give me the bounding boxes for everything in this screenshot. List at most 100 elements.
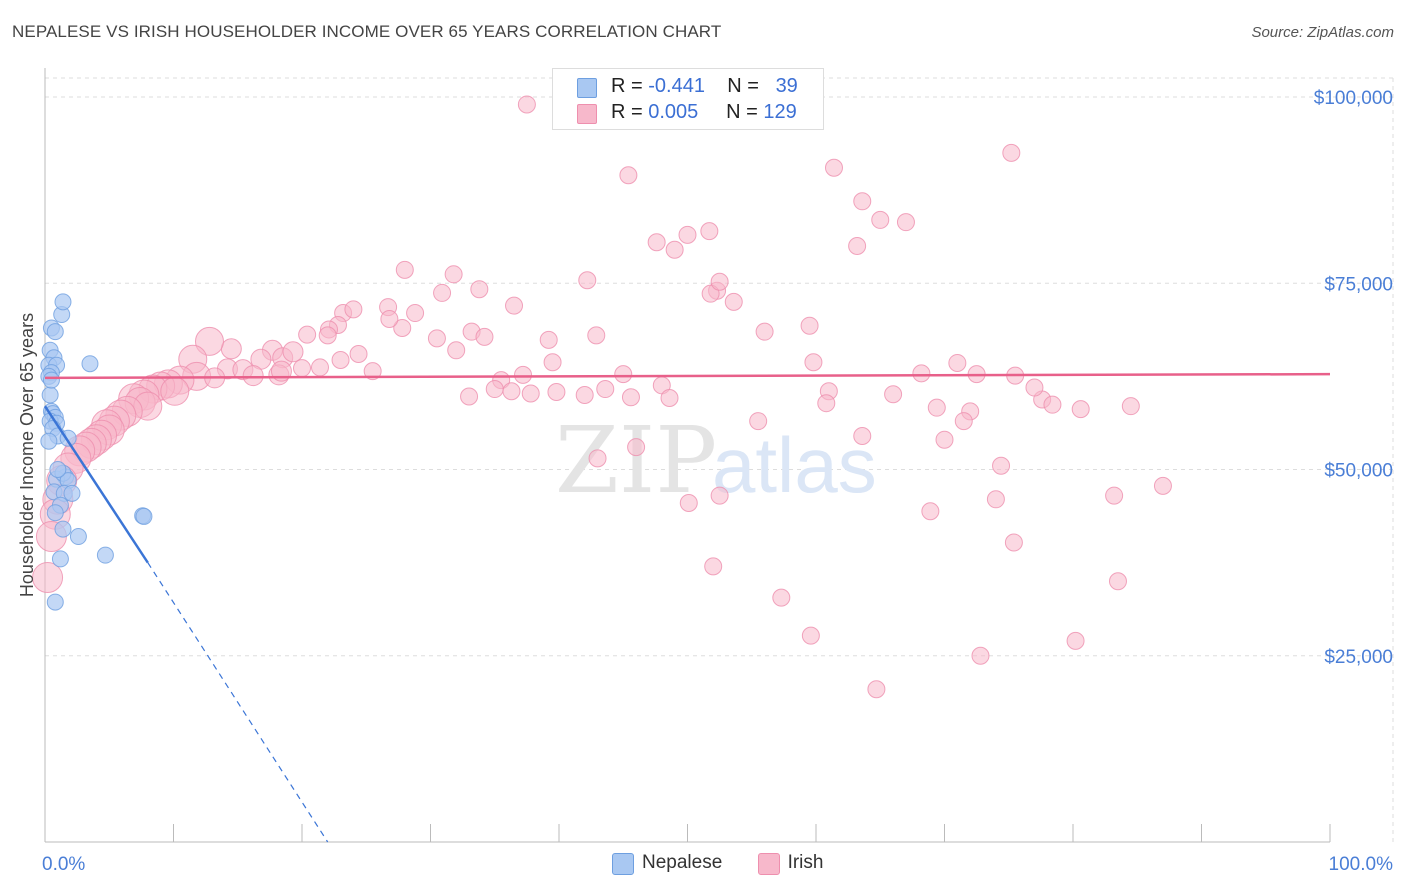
nepalese-r-label: R = bbox=[611, 75, 643, 97]
source-credit: Source: ZipAtlas.com bbox=[1251, 24, 1394, 41]
irish-point-38 bbox=[220, 338, 242, 360]
irish-point-100 bbox=[817, 394, 836, 413]
irish-point-31 bbox=[539, 330, 558, 349]
irish-point-111 bbox=[502, 382, 521, 401]
y-tick-label-1: $50,000 bbox=[1324, 461, 1393, 482]
irish-point-99 bbox=[621, 388, 640, 407]
irish-r-label: R = bbox=[611, 101, 643, 123]
irish-point-20 bbox=[578, 271, 597, 290]
axes bbox=[44, 68, 1331, 843]
irish-point-49 bbox=[310, 358, 329, 377]
irish-point-112 bbox=[800, 316, 819, 335]
irish-point-91 bbox=[485, 380, 504, 399]
irish-point-36 bbox=[318, 326, 337, 345]
irish-point-22 bbox=[724, 292, 743, 311]
irish-point-43 bbox=[349, 345, 368, 364]
nepalese-point-33 bbox=[69, 528, 87, 546]
irish-point-98 bbox=[521, 384, 540, 403]
irish-point-125 bbox=[710, 486, 729, 505]
irish-point-35 bbox=[447, 341, 466, 360]
irish-point-51 bbox=[242, 365, 264, 387]
legend-item-irish[interactable]: Irish bbox=[757, 852, 824, 875]
irish-point-10 bbox=[848, 237, 867, 255]
irish-trend-line bbox=[44, 372, 1331, 380]
irish-point-1 bbox=[1002, 143, 1021, 162]
irish-n-label: N = bbox=[726, 101, 758, 123]
irish-point-32 bbox=[298, 325, 317, 344]
chart-title: NEPALESE VS IRISH HOUSEHOLDER INCOME OVE… bbox=[12, 22, 722, 41]
irish-point-2 bbox=[619, 166, 638, 185]
irish-point-96 bbox=[660, 388, 679, 407]
irish-point-86 bbox=[948, 353, 967, 372]
nepalese-legend-label: Nepalese bbox=[642, 852, 723, 873]
irish-point-119 bbox=[627, 438, 646, 457]
irish-legend-swatch bbox=[757, 853, 780, 875]
nepalese-point-36 bbox=[46, 593, 64, 611]
irish-point-105 bbox=[1071, 400, 1090, 419]
nepalese-point-3 bbox=[54, 293, 72, 311]
watermark-atlas: atlas bbox=[712, 421, 877, 509]
irish-point-79 bbox=[32, 562, 64, 594]
irish-point-108 bbox=[755, 322, 774, 341]
irish-point-9 bbox=[647, 233, 666, 252]
irish-point-116 bbox=[954, 412, 973, 431]
stats-legend: R = -0.441 N = 39 R = 0.005 N = 129 bbox=[552, 68, 824, 130]
nepalese-n-label: N = bbox=[727, 75, 759, 97]
nepalese-legend-swatch bbox=[612, 853, 634, 875]
irish-point-83 bbox=[614, 365, 633, 384]
irish-point-126 bbox=[921, 502, 940, 521]
irish-point-113 bbox=[749, 412, 768, 431]
irish-point-15 bbox=[701, 284, 720, 303]
nepalese-points bbox=[40, 293, 153, 611]
irish-point-24 bbox=[344, 300, 363, 319]
irish-points bbox=[32, 95, 1172, 699]
irish-point-30 bbox=[475, 327, 494, 346]
nepalese-trend-line bbox=[43, 405, 149, 564]
irish-point-131 bbox=[971, 646, 990, 665]
irish-point-97 bbox=[460, 387, 479, 406]
y-tick-label-3: $100,000 bbox=[1314, 88, 1393, 109]
irish-point-7 bbox=[871, 210, 890, 229]
irish-point-17 bbox=[433, 283, 452, 302]
nepalese-point-11 bbox=[41, 386, 59, 404]
irish-point-3 bbox=[824, 158, 843, 177]
irish-point-93 bbox=[575, 386, 594, 404]
irish-r-value: 0.005 bbox=[648, 101, 699, 123]
irish-point-40 bbox=[282, 341, 304, 363]
nepalese-point-38 bbox=[42, 371, 60, 389]
irish-point-122 bbox=[986, 490, 1005, 509]
irish-point-13 bbox=[444, 265, 463, 284]
irish-point-19 bbox=[406, 304, 425, 323]
irish-point-84 bbox=[804, 353, 823, 372]
nepalese-trend-extension bbox=[147, 562, 329, 843]
irish-point-123 bbox=[704, 557, 723, 576]
nepalese-point-29 bbox=[46, 504, 64, 522]
irish-point-58 bbox=[160, 376, 190, 406]
nepalese-point-1 bbox=[46, 323, 64, 341]
irish-point-107 bbox=[884, 385, 903, 404]
irish-point-101 bbox=[927, 398, 946, 417]
irish-point-134 bbox=[1066, 631, 1085, 650]
irish-point-12 bbox=[395, 260, 414, 279]
irish-point-104 bbox=[1043, 395, 1062, 414]
nepalese-point-34 bbox=[51, 550, 69, 568]
y-tick-label-0: $25,000 bbox=[1324, 647, 1393, 668]
irish-point-114 bbox=[853, 426, 872, 445]
irish-point-4 bbox=[853, 192, 872, 211]
irish-point-110 bbox=[514, 365, 533, 384]
y-axis-label: Householder Income Over 65 years bbox=[17, 313, 37, 597]
irish-point-82 bbox=[543, 353, 562, 372]
legend-item-nepalese[interactable]: Nepalese bbox=[612, 852, 723, 875]
irish-point-106 bbox=[1121, 397, 1140, 416]
irish-legend-label: Irish bbox=[787, 852, 824, 873]
nepalese-point-20 bbox=[40, 432, 58, 450]
irish-point-21 bbox=[505, 296, 524, 315]
nepalese-n-value: 39 bbox=[775, 75, 798, 97]
irish-n-value: 129 bbox=[763, 101, 797, 123]
irish-point-120 bbox=[992, 456, 1011, 475]
irish-point-129 bbox=[867, 680, 886, 699]
tick-labels: $25,000 $50,000 $75,000 $100,000 0.0% 100.0% bbox=[42, 88, 1393, 875]
irish-point-109 bbox=[710, 272, 729, 291]
irish-point-5 bbox=[700, 222, 719, 241]
